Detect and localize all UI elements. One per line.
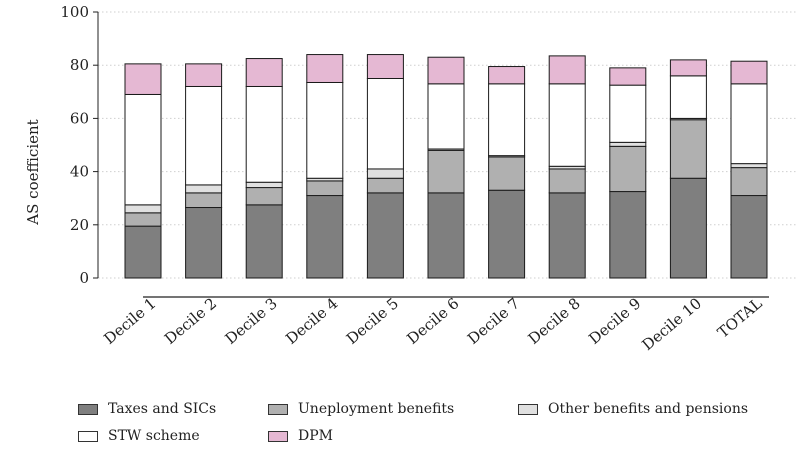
bar-segment	[669, 59, 707, 77]
bar-segment	[306, 54, 344, 83]
legend-label-dpm: DPM	[298, 428, 333, 444]
bar-segment	[669, 119, 707, 179]
x-tick-label: TOTAL	[714, 294, 766, 341]
bar-segment	[185, 192, 223, 209]
bar-segment	[669, 75, 707, 119]
bar-segment	[427, 149, 465, 194]
bar-segment	[185, 63, 223, 87]
legend-item-stw: STW scheme	[78, 428, 200, 444]
bar-segment	[427, 56, 465, 85]
bar-segment	[124, 93, 162, 206]
bar-segment	[609, 141, 647, 147]
legend-label-taxes: Taxes and SICs	[108, 401, 217, 417]
y-tick-label: 100	[60, 3, 89, 21]
x-tick-label: Decile 6	[403, 294, 462, 348]
bar-segment	[185, 184, 223, 194]
x-tick-label: Decile 4	[282, 294, 341, 348]
y-axis: 0 20 40 60 80 100	[60, 3, 99, 287]
bar-segment	[185, 85, 223, 186]
y-axis-label: AS coefficient	[24, 119, 42, 225]
bar-segment	[548, 168, 586, 194]
bar-segment	[609, 67, 647, 86]
bar-segment	[609, 145, 647, 193]
bar-segment	[730, 167, 768, 197]
legend-swatch-stw	[78, 430, 98, 442]
bar-segment	[488, 83, 526, 157]
bar-segment	[488, 156, 526, 191]
legend-swatch-taxes	[78, 403, 98, 415]
legend-label-other-benefits: Other benefits and pensions	[548, 401, 749, 417]
bar-segment	[306, 180, 344, 197]
bar-segment	[427, 83, 465, 150]
legend-swatch-unemployment	[268, 403, 288, 415]
bar-segment	[730, 60, 768, 85]
bar-segment	[124, 212, 162, 227]
bars	[124, 54, 768, 279]
x-tick-label: Decile 8	[525, 294, 584, 348]
bar-segment	[730, 163, 768, 169]
bar-segment	[366, 78, 404, 170]
y-tick-label: 60	[70, 109, 89, 127]
x-tick-label: Decile 5	[343, 294, 402, 348]
x-axis: Decile 1 Decile 2 Decile 3 Decile 4 Decile 5…	[100, 294, 769, 354]
bar-segment	[306, 81, 344, 179]
bar-segment	[124, 63, 162, 95]
legend-swatch-dpm	[268, 430, 288, 442]
bar-segment	[245, 181, 283, 189]
legend-item-unemployment: Uneployment benefits	[268, 401, 454, 417]
x-tick-label: Decile 10	[639, 294, 705, 354]
legend-item-dpm: DPM	[268, 428, 333, 444]
legend-swatch-other-benefits	[518, 403, 538, 415]
x-tick-label: Decile 7	[464, 294, 523, 348]
bar-segment	[669, 177, 707, 279]
bar-segment	[245, 204, 283, 279]
bar-segment	[548, 55, 586, 85]
bar-segment	[730, 83, 768, 165]
bar-segment	[609, 84, 647, 143]
legend-label-stw: STW scheme	[108, 428, 200, 444]
legend-label-unemployment: Uneployment benefits	[298, 401, 455, 417]
bar-segment	[730, 195, 768, 279]
y-tick-label: 80	[70, 56, 89, 74]
bar-segment	[548, 192, 586, 279]
bar-segment	[366, 54, 404, 80]
x-tick-label: Decile 9	[585, 294, 644, 348]
y-tick-label: 0	[79, 269, 89, 287]
bar-segment	[124, 225, 162, 279]
y-tick-label: 20	[70, 216, 89, 234]
bar-segment	[366, 192, 404, 279]
bar-segment	[366, 168, 404, 179]
bar-segment	[427, 192, 465, 279]
bar-segment	[124, 204, 162, 214]
legend-item-taxes: Taxes and SICs	[78, 401, 216, 417]
bar-segment	[245, 85, 283, 183]
bar-segment	[609, 191, 647, 279]
bar-segment	[548, 83, 586, 167]
x-tick-label: Decile 3	[222, 294, 281, 348]
bar-segment	[245, 58, 283, 87]
bar-segment	[245, 187, 283, 206]
bar-segment	[488, 189, 526, 279]
bar-segment	[488, 66, 526, 85]
x-tick-label: Decile 2	[161, 294, 220, 348]
y-tick-label: 40	[70, 163, 89, 181]
bar-segment	[306, 195, 344, 279]
bar-segment	[185, 207, 223, 279]
x-tick-label: Decile 1	[100, 294, 159, 348]
bar-segment	[366, 177, 404, 194]
legend-item-other-benefits: Other benefits and pensions	[518, 401, 748, 417]
